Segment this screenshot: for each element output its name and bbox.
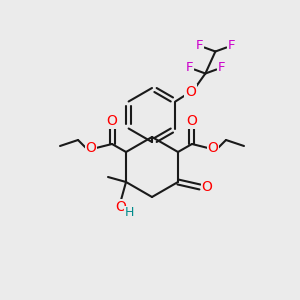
Text: O: O: [202, 180, 212, 194]
Text: H: H: [124, 206, 134, 220]
Text: O: O: [187, 114, 197, 128]
Text: O: O: [185, 85, 196, 98]
Text: O: O: [106, 114, 118, 128]
Text: O: O: [208, 141, 218, 155]
Text: F: F: [196, 39, 203, 52]
Text: F: F: [228, 39, 235, 52]
Text: F: F: [186, 61, 193, 74]
Text: O: O: [85, 141, 97, 155]
Text: O: O: [116, 200, 127, 214]
Text: F: F: [218, 61, 225, 74]
